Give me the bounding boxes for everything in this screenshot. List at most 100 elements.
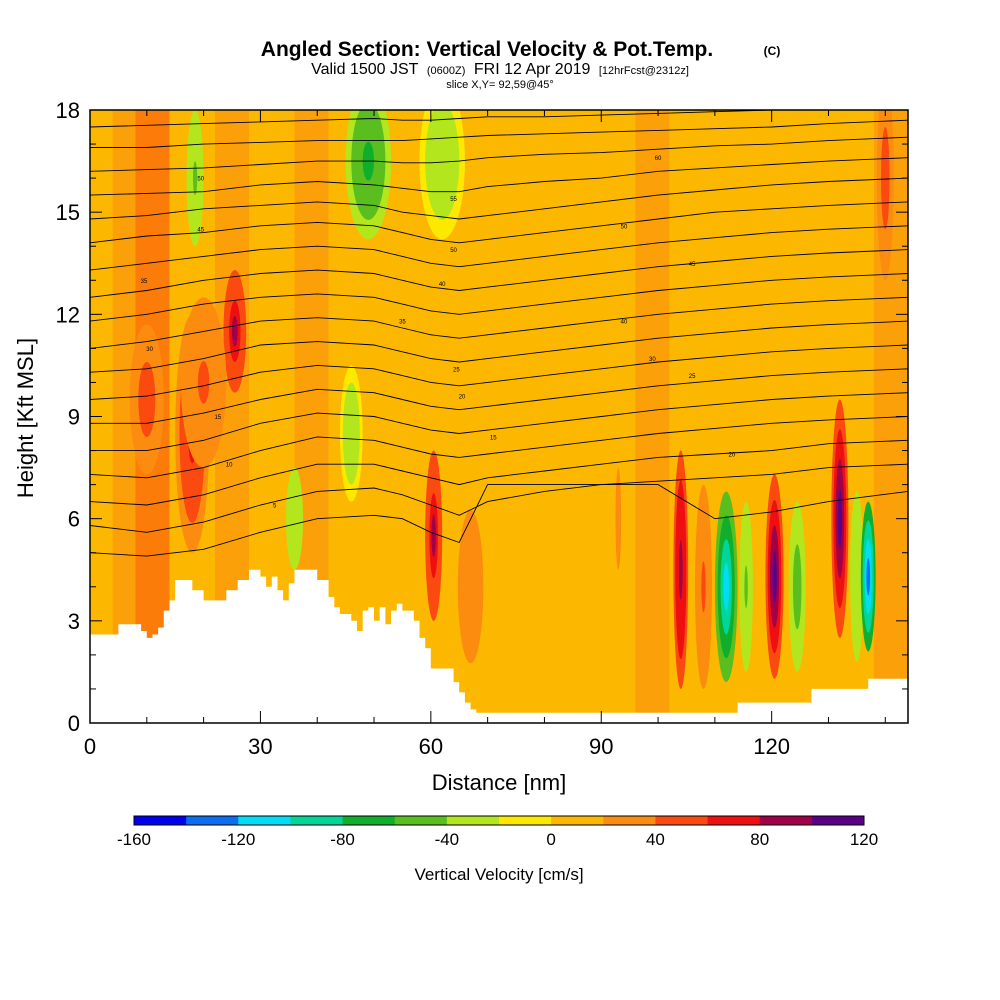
velocity-feature	[701, 561, 706, 613]
x-tick-label: 30	[248, 734, 272, 759]
y-tick-label: 12	[56, 302, 80, 327]
isentrope-line	[90, 119, 908, 148]
isentrope-line	[90, 484, 908, 557]
colorbar-swatch	[446, 816, 500, 825]
isentrope-label: 45	[689, 262, 696, 268]
y-tick-label: 3	[68, 609, 80, 634]
forecast-label: [12hrFcst@2312z]	[599, 65, 689, 77]
isentrope-labels: 5045353015105555040352520156050454030252…	[141, 156, 736, 510]
valid-time-label: Valid 1500 JST	[311, 61, 419, 78]
isentrope-label: 15	[214, 415, 221, 421]
isentrope-label: 15	[490, 435, 497, 441]
chart-subtitle: Valid 1500 JST (0600Z) FRI 12 Apr 2019 […	[311, 61, 689, 78]
colorbar-swatch	[551, 816, 604, 825]
isentrope-line	[90, 392, 908, 452]
velocity-band	[112, 110, 136, 723]
isentrope-lines	[90, 110, 908, 557]
colorbar-label: -80	[330, 830, 355, 849]
isentrope-line	[90, 273, 908, 322]
x-tick-label: 90	[589, 734, 613, 759]
isentrope-label: 25	[453, 367, 460, 373]
colorbar-swatch	[186, 816, 239, 825]
velocity-feature	[142, 380, 152, 419]
colorbar-label: 80	[750, 830, 769, 849]
colorbar-swatch	[655, 816, 709, 825]
velocity-band	[567, 110, 602, 723]
colorbar: -160 -120 -80 -40 0 40 80 120	[117, 815, 878, 849]
slice-label: slice X,Y= 92,59@45°	[446, 79, 554, 91]
velocity-feature	[837, 488, 842, 549]
velocity-feature	[436, 141, 448, 181]
isentrope-label: 50	[450, 248, 457, 254]
isentrope-label: 50	[197, 177, 204, 183]
velocity-band	[635, 110, 670, 723]
isentrope-label: 45	[197, 228, 204, 234]
x-axis: 0 30 60 90 120	[84, 110, 886, 759]
velocity-feature	[744, 565, 748, 609]
colorbar-label: 120	[850, 830, 878, 849]
colorbar-title: Vertical Velocity [cm/s]	[414, 865, 583, 884]
colorbar-swatch	[290, 816, 344, 825]
isentrope-label: 20	[459, 395, 466, 401]
velocity-feature	[466, 561, 475, 613]
isentrope-line	[90, 110, 908, 128]
velocity-feature	[723, 562, 730, 611]
isentrope-line	[90, 225, 908, 271]
isentrope-label: 50	[621, 224, 628, 230]
velocity-band	[521, 110, 568, 723]
isentrope-label: 30	[649, 357, 656, 363]
y-tick-label: 9	[68, 405, 80, 430]
isentrope-line	[90, 416, 908, 479]
x-tick-label: 120	[753, 734, 790, 759]
isentrope-label: 5	[273, 504, 277, 510]
colorbar-swatch	[811, 816, 865, 825]
terrain-mask	[90, 569, 908, 723]
isentrope-label: 35	[399, 320, 406, 326]
chart-title-unit: (C)	[764, 44, 781, 58]
colorbar-label: -160	[117, 830, 151, 849]
colorbar-label: -120	[221, 830, 255, 849]
isentrope-line	[90, 344, 908, 400]
velocity-feature	[855, 555, 859, 598]
plot-area: 5045353015105555040352520156050454030252…	[90, 110, 908, 723]
y-tick-label: 6	[68, 507, 80, 532]
velocity-feature	[795, 565, 800, 609]
isentrope-label: 40	[621, 320, 628, 326]
velocity-feature	[615, 467, 622, 570]
x-tick-label: 60	[419, 734, 443, 759]
x-tick-label: 0	[84, 734, 96, 759]
velocity-feature	[431, 514, 436, 557]
isentrope-line	[90, 201, 908, 244]
velocity-feature	[348, 416, 355, 451]
colorbar-swatch	[707, 816, 761, 825]
velocity-feature	[866, 557, 871, 596]
colorbar-label: -40	[435, 830, 460, 849]
isentrope-line	[90, 320, 908, 373]
y-tick-label: 0	[68, 711, 80, 736]
isentrope-line	[90, 368, 908, 424]
colorbar-swatch	[342, 816, 396, 825]
valid-date-label: FRI 12 Apr 2019	[474, 61, 591, 78]
velocity-feature	[192, 161, 198, 196]
colorbar-swatch	[238, 816, 291, 825]
y-axis: 0 3 6 9 12 15 18	[56, 98, 908, 736]
isentrope-label: 55	[450, 197, 457, 203]
valid-zulu-label: (0600Z)	[427, 65, 466, 77]
isentrope-label: 25	[689, 374, 696, 380]
colorbar-swatch	[394, 816, 448, 825]
colorbar-swatch	[759, 816, 813, 825]
isentrope-line	[90, 249, 908, 298]
velocity-feature	[197, 361, 210, 404]
isentrope-line	[90, 177, 908, 220]
colorbar-label: 0	[546, 830, 555, 849]
colorbar-label: 40	[646, 830, 665, 849]
x-axis-title: Distance [nm]	[432, 770, 567, 795]
y-tick-label: 15	[56, 200, 80, 225]
isentrope-label: 10	[226, 463, 233, 469]
isentrope-line	[90, 463, 908, 533]
velocity-features	[129, 110, 894, 723]
isentrope-line	[90, 439, 908, 506]
isentrope-label: 40	[439, 282, 446, 288]
isentrope-label: 35	[141, 279, 148, 285]
